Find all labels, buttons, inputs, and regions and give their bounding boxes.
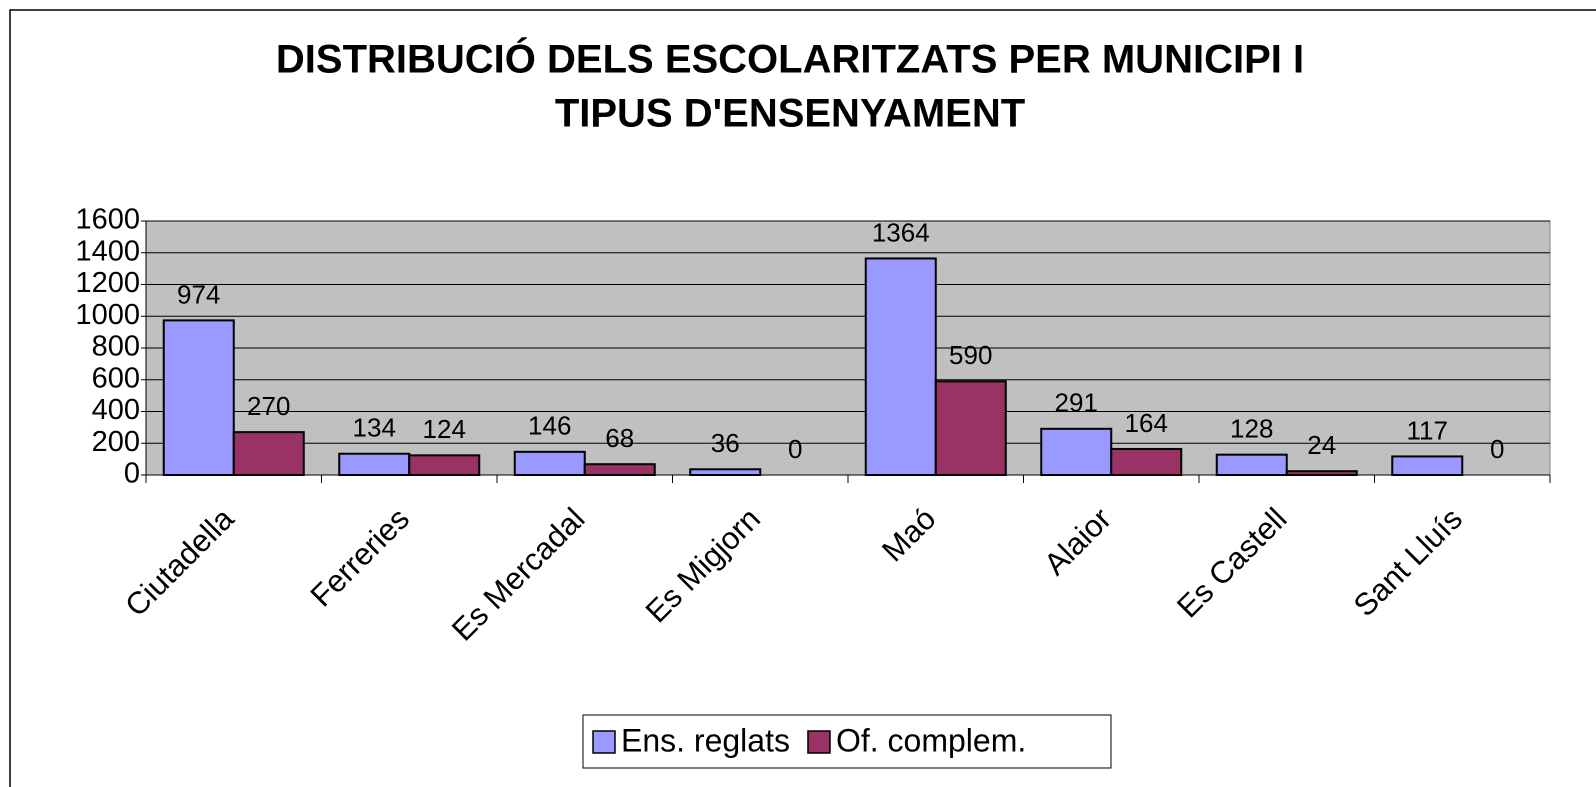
legend-label: Ens. reglats (621, 722, 790, 758)
bar (864, 257, 937, 476)
chart-title: TIPUS D'ENSENYAMENT (555, 92, 1025, 136)
y-tick-label: 600 (92, 362, 140, 394)
bar (1110, 447, 1183, 476)
y-tick-label: 400 (92, 394, 140, 426)
bar (1285, 470, 1358, 477)
data-label: 24 (1307, 430, 1336, 460)
data-label: 134 (353, 413, 396, 443)
data-label: 146 (528, 411, 571, 441)
data-label: 590 (949, 340, 992, 370)
legend-label: Of. complem. (836, 722, 1026, 758)
bar (583, 463, 656, 476)
bar (1040, 427, 1113, 476)
y-tick-label: 1200 (75, 267, 140, 299)
data-label: 0 (788, 434, 802, 464)
data-label: 291 (1055, 388, 1098, 418)
data-label: 974 (177, 279, 220, 309)
data-label: 164 (1125, 408, 1168, 438)
chart-title: DISTRIBUCIÓ DELS ESCOLARITZATS PER MUNIC… (276, 36, 1304, 82)
data-label: 117 (1407, 415, 1448, 445)
bar (1215, 453, 1288, 476)
y-tick-label: 800 (92, 331, 140, 363)
data-label: 36 (711, 428, 740, 458)
y-tick-label: 1400 (75, 235, 140, 267)
data-label: 0 (1490, 434, 1504, 464)
bar (934, 380, 1007, 476)
bar (408, 454, 481, 477)
y-tick-label: 1000 (75, 299, 140, 331)
data-label: 128 (1230, 414, 1273, 444)
y-tick-label: 0 (124, 458, 140, 490)
bar (513, 450, 586, 477)
bar (162, 319, 235, 476)
bar (338, 452, 411, 477)
data-label: 270 (247, 391, 290, 421)
y-tick-label: 1600 (75, 204, 140, 236)
legend-swatch (807, 730, 831, 754)
legend-swatch (592, 730, 616, 754)
bar (1391, 455, 1464, 476)
legend-box (582, 714, 1112, 769)
bar (689, 468, 762, 477)
data-label: 68 (605, 423, 634, 453)
bar (232, 431, 305, 477)
data-label: 1364 (872, 217, 930, 247)
data-label: 124 (423, 414, 466, 444)
y-tick-label: 200 (92, 426, 140, 458)
